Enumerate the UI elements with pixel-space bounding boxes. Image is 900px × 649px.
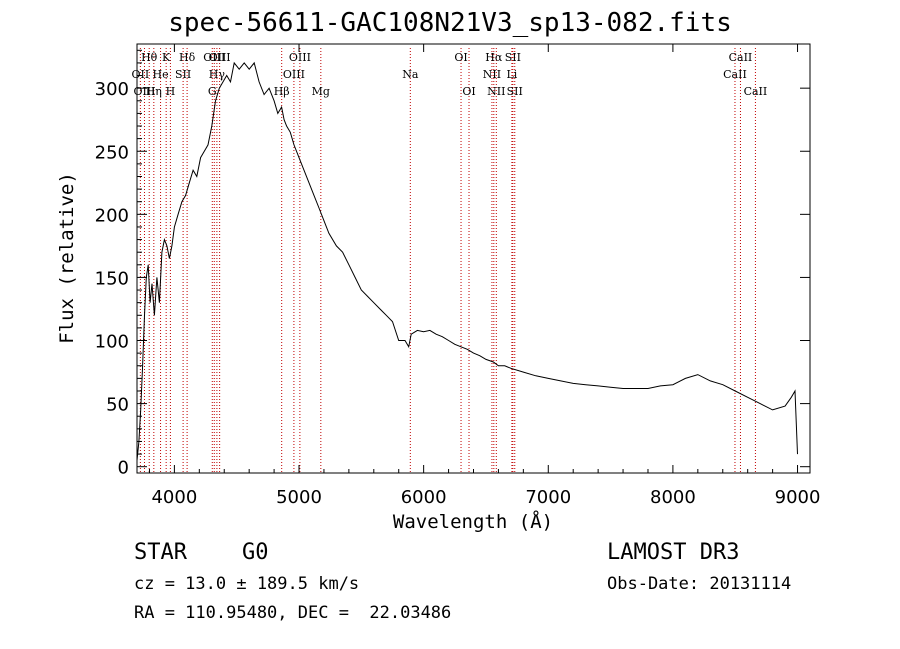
coordinates: RA = 110.95480, DEC = 22.03486 xyxy=(134,603,452,623)
x-axis-label: Wavelength (Å) xyxy=(393,510,553,533)
line-label-7: SII xyxy=(175,68,191,81)
object-class: STAR xyxy=(134,540,187,565)
line-label-12: OIII xyxy=(209,51,231,64)
line-label-6: H xyxy=(166,85,176,98)
line-label-11: G xyxy=(208,85,217,98)
x-tick-label-2: 6000 xyxy=(401,487,447,508)
line-label-17: Na xyxy=(402,68,419,81)
line-label-1: OII xyxy=(132,68,150,81)
x-tick-label-1: 5000 xyxy=(276,487,322,508)
spectral-line-markers xyxy=(139,48,756,473)
y-axis-label: Flux (relative) xyxy=(56,172,78,344)
line-label-26: CaII xyxy=(723,68,747,81)
y-tick-label-1: 50 xyxy=(106,395,129,416)
y-tick-label-0: 0 xyxy=(118,458,129,479)
line-label-24: Li xyxy=(506,68,517,81)
line-label-25: SII xyxy=(507,85,523,98)
line-label-21: Hα xyxy=(485,51,503,64)
x-axis-ticks: 4000 5000 6000 7000 8000 9000 xyxy=(148,44,821,508)
line-label-9: OIII xyxy=(203,51,225,64)
y-tick-label-2: 100 xyxy=(95,332,129,353)
line-label-19: OI xyxy=(462,85,475,98)
line-label-20: NII xyxy=(483,68,501,81)
line-label-4: He xyxy=(153,68,169,81)
x-tick-label-4: 8000 xyxy=(650,487,696,508)
line-label-5: K xyxy=(162,51,171,64)
line-label-8: Hδ xyxy=(179,51,196,64)
x-tick-label-0: 4000 xyxy=(151,487,197,508)
line-label-18: OI xyxy=(454,51,467,64)
line-label-28: CaII xyxy=(744,85,768,98)
line-label-10: Hγ xyxy=(209,68,226,81)
y-tick-label-4: 200 xyxy=(95,205,129,226)
line-label-27: CaII xyxy=(729,51,753,64)
line-label-23: SII xyxy=(505,51,521,64)
chart-title: spec-56611-GAC108N21V3_sp13-082.fits xyxy=(168,8,732,38)
redshift-cz: cz = 13.0 ± 189.5 km/s xyxy=(134,574,360,594)
observation-date: Obs-Date: 20131114 xyxy=(607,574,792,594)
line-label-3: Hη xyxy=(146,85,162,98)
spectrum-line xyxy=(136,61,798,461)
line-label-15: OIII xyxy=(289,51,311,64)
line-label-14: OIII xyxy=(283,68,305,81)
x-tick-label-5: 9000 xyxy=(775,487,821,508)
line-label-22: NII xyxy=(487,85,505,98)
object-subclass: G0 xyxy=(242,540,269,565)
y-tick-label-3: 150 xyxy=(95,268,129,289)
plot-frame xyxy=(136,43,811,474)
line-label-16: Mg xyxy=(312,85,330,98)
survey-name: LAMOST DR3 xyxy=(607,540,740,565)
x-tick-label-3: 7000 xyxy=(525,487,571,508)
line-label-13: Hβ xyxy=(274,85,290,98)
line-label-0: Hθ xyxy=(141,51,158,64)
y-axis-ticks: 0 50 100 150 200 250 300 xyxy=(95,49,810,479)
y-tick-label-6: 300 xyxy=(95,79,129,100)
y-tick-label-5: 250 xyxy=(95,142,129,163)
